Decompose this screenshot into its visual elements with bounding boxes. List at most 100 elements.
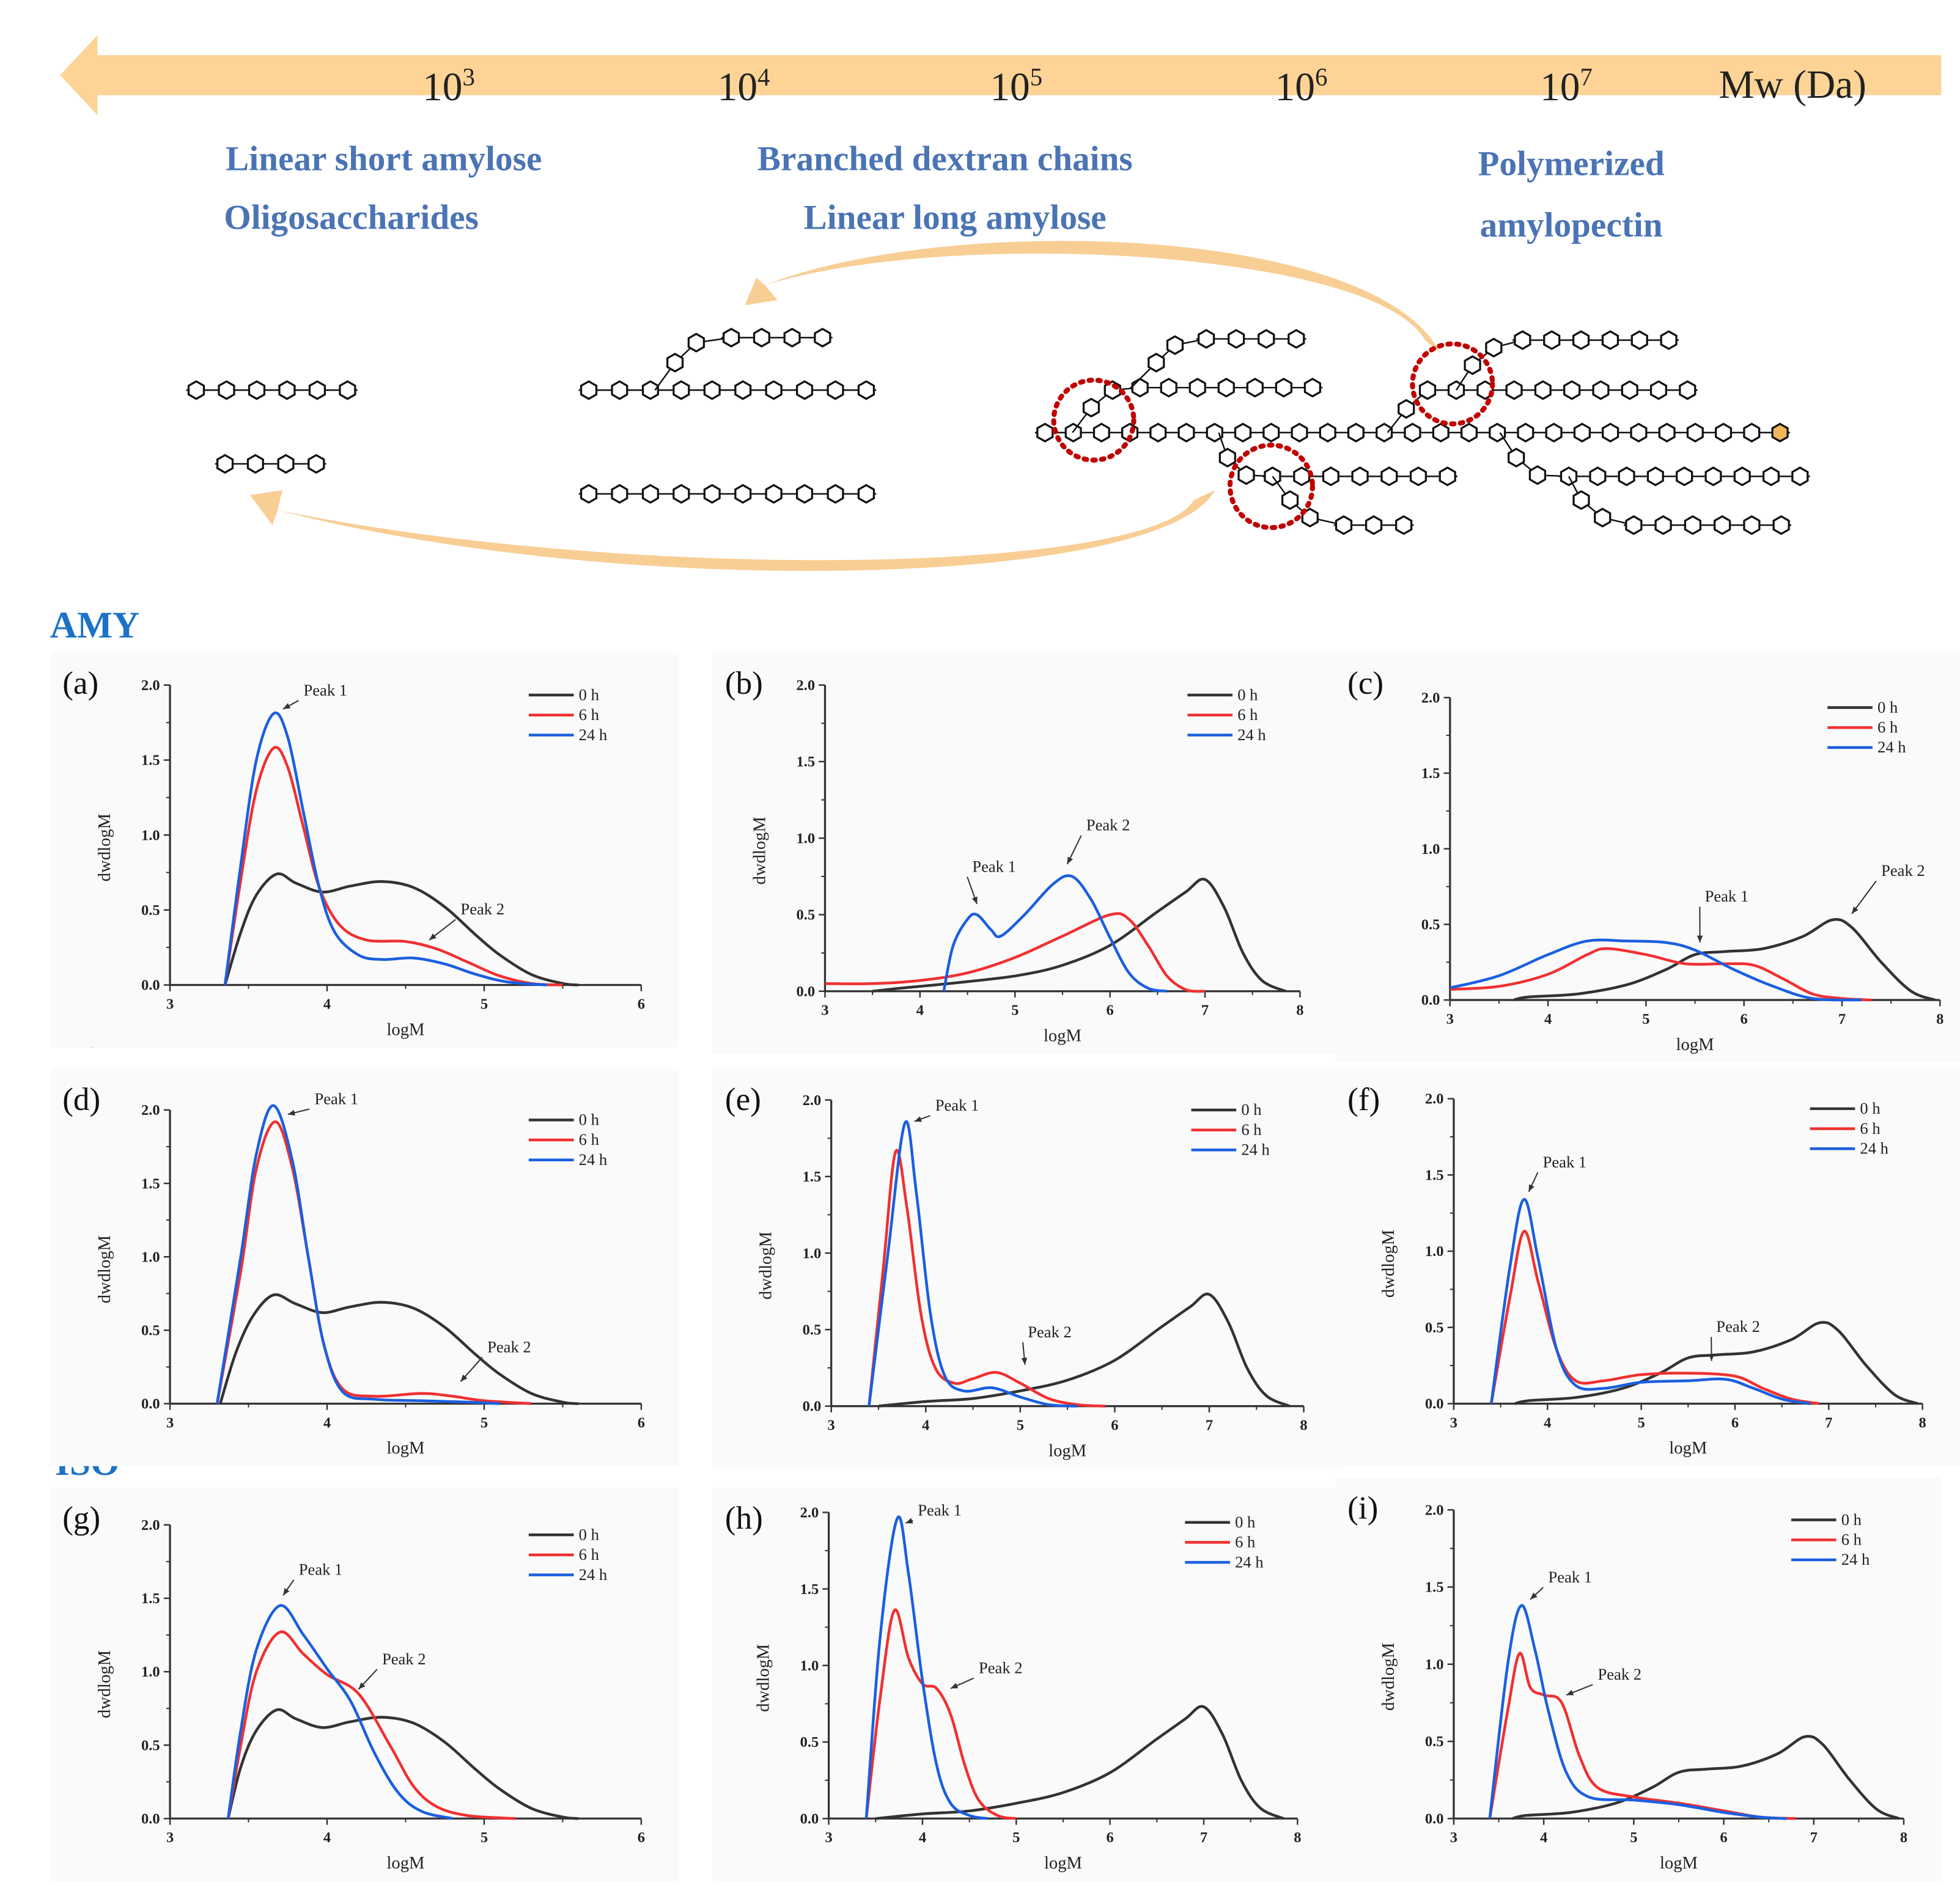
series-line-24h	[226, 1604, 454, 1820]
y-tick-label: 0.5	[141, 902, 160, 919]
legend-label: 6 h	[1877, 718, 1898, 737]
x-tick-label: 7	[1200, 1829, 1207, 1846]
glucose-unit-icon	[1686, 422, 1704, 443]
y-axis-label: dwdlogM	[1379, 1643, 1398, 1711]
series-line-0h	[1513, 918, 1936, 1002]
y-tick-label: 2.0	[141, 1102, 160, 1119]
panel-label: (h)	[725, 1501, 763, 1536]
glucose-unit-icon	[1275, 377, 1292, 398]
legend-label: 6 h	[1237, 705, 1258, 724]
glucose-unit-icon	[1534, 380, 1552, 400]
glucose-unit-icon	[765, 380, 783, 400]
glucose-unit-icon	[641, 483, 659, 504]
glucose-unit-icon	[765, 483, 783, 504]
chart-panel-i: (i) 3 4 5 6 7 8 0.0 0.5 1.0 1.5 2.0 logM dwdlogM 0 h6 …	[1335, 1477, 1942, 1881]
x-tick-label: 3	[166, 1829, 174, 1846]
x-tick-label: 6	[1741, 1011, 1748, 1027]
y-tick-label: 2.0	[1425, 1502, 1444, 1518]
glucose-unit-icon	[1177, 422, 1195, 443]
scale-tick-1e3: 103	[422, 63, 475, 109]
glucose-unit-icon	[796, 483, 814, 504]
legend-label: 6 h	[579, 1545, 599, 1563]
curved-arrow-bottom	[249, 490, 1215, 571]
x-tick-label: 3	[1450, 1829, 1457, 1846]
y-tick-label: 1.5	[1421, 765, 1440, 782]
glucose-unit-icon	[1714, 515, 1731, 535]
arrowhead-icon	[1566, 1689, 1574, 1696]
y-axis-label: dwdlogM	[95, 1235, 114, 1303]
x-tick-label: 6	[638, 1829, 645, 1846]
panel-label: (g)	[62, 1501, 100, 1536]
category-oligosaccharides: Oligosaccharides	[224, 199, 479, 237]
glucose-unit-icon	[857, 483, 875, 504]
series-line-24h	[223, 711, 547, 987]
x-tick-label: 3	[166, 1414, 174, 1431]
peak-annotation: Peak 1	[972, 857, 1016, 875]
glucose-unit-icon	[1092, 422, 1110, 443]
category-amylopectin: amylopectin	[1480, 206, 1663, 244]
molecular-weight-scale-arrow	[60, 35, 1942, 116]
peak-annotation: Peak 1	[299, 1560, 343, 1578]
y-tick-label: 0.5	[803, 1322, 822, 1339]
chart-panel-a: (a) 3 4 5 6 0.0 0.5 1.0 1.5 2.0 logM dwdlogM 0 h6 h 2…	[50, 652, 679, 1048]
glucose-unit-icon	[1514, 330, 1531, 350]
glucose-unit-icon	[1447, 380, 1465, 400]
branch-bond	[1568, 476, 1634, 526]
glucose-unit-icon	[1528, 465, 1547, 485]
glucose-unit-icon	[1293, 466, 1311, 487]
glucose-unit-icon	[1418, 380, 1437, 400]
glucose-unit-icon	[1160, 377, 1177, 398]
x-tick-label: 5	[1011, 1002, 1019, 1019]
peak-annotation: Peak 1	[935, 1096, 979, 1114]
x-tick-label: 8	[1296, 1002, 1303, 1019]
glucose-unit-icon	[796, 380, 814, 400]
glucose-unit-icon	[611, 483, 628, 504]
peak-annotation: Peak 1	[1705, 887, 1749, 905]
glucose-unit-icon	[1602, 422, 1619, 443]
x-tick-label: 4	[1544, 1011, 1552, 1027]
legend-label: 24 h	[1235, 1552, 1264, 1571]
glucose-unit-icon	[1218, 447, 1236, 468]
peak-annotation: Peak 2	[382, 1650, 426, 1668]
glucose-unit-icon	[1258, 329, 1275, 349]
y-tick-label: 1.5	[1425, 1167, 1444, 1183]
y-tick-label: 1.0	[1425, 1243, 1444, 1260]
glucose-unit-icon	[827, 483, 844, 504]
legend-label: 24 h	[579, 726, 608, 744]
series-line-0h	[875, 1705, 1284, 1820]
y-tick-label: 0.0	[1425, 1396, 1444, 1413]
debranching-site-highlight	[1227, 443, 1315, 531]
glucose-unit-icon	[1217, 377, 1235, 398]
legend-label: 6 h	[579, 705, 599, 724]
x-tick-label: 3	[1446, 1011, 1454, 1027]
x-tick-label: 5	[1017, 1417, 1024, 1433]
glucose-unit-icon	[1646, 466, 1664, 487]
glucose-unit-icon	[1148, 353, 1165, 373]
glucose-unit-icon	[1762, 466, 1780, 487]
peak-annotation: Peak 1	[1543, 1153, 1587, 1171]
glucose-unit-icon	[1679, 380, 1697, 400]
glucose-unit-icon	[1733, 466, 1751, 487]
glucose-unit-icon	[1791, 466, 1809, 487]
y-tick-label: 0.0	[803, 1398, 822, 1415]
glucose-unit-icon	[246, 454, 264, 474]
x-tick-label: 5	[1637, 1414, 1645, 1431]
glucose-unit-icon	[1303, 377, 1321, 398]
y-tick-label: 0.0	[796, 983, 815, 1000]
x-tick-label: 5	[1630, 1829, 1637, 1846]
arrowhead-icon	[1528, 1184, 1534, 1192]
arrowhead-icon	[905, 1518, 913, 1524]
scale-tick-1e7: 107	[1540, 63, 1593, 109]
branch-bond	[1072, 386, 1140, 433]
section-label-amy: AMY	[50, 604, 139, 646]
glucose-unit-icon	[580, 483, 598, 504]
glucose-unit-icon	[1489, 422, 1506, 443]
glucose-unit-icon	[1592, 380, 1610, 400]
glucose-unit-icon	[1188, 377, 1206, 398]
arrowhead-icon	[429, 933, 437, 940]
y-tick-label: 1.0	[1421, 841, 1440, 858]
glucose-unit-icon	[734, 380, 752, 400]
y-axis-label: dwdlogM	[750, 817, 769, 884]
glucose-unit-icon	[1772, 515, 1790, 535]
peak-annotation: Peak 2	[1881, 861, 1925, 880]
